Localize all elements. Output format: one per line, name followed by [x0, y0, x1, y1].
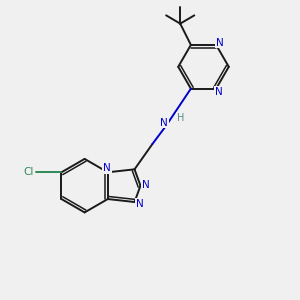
Text: N: N: [216, 38, 224, 47]
Text: Cl: Cl: [24, 167, 34, 177]
Text: N: N: [142, 180, 150, 190]
Text: N: N: [214, 87, 222, 97]
Text: N: N: [136, 199, 144, 208]
Text: N: N: [160, 118, 168, 128]
Text: N: N: [103, 163, 111, 173]
Text: H: H: [177, 113, 184, 123]
